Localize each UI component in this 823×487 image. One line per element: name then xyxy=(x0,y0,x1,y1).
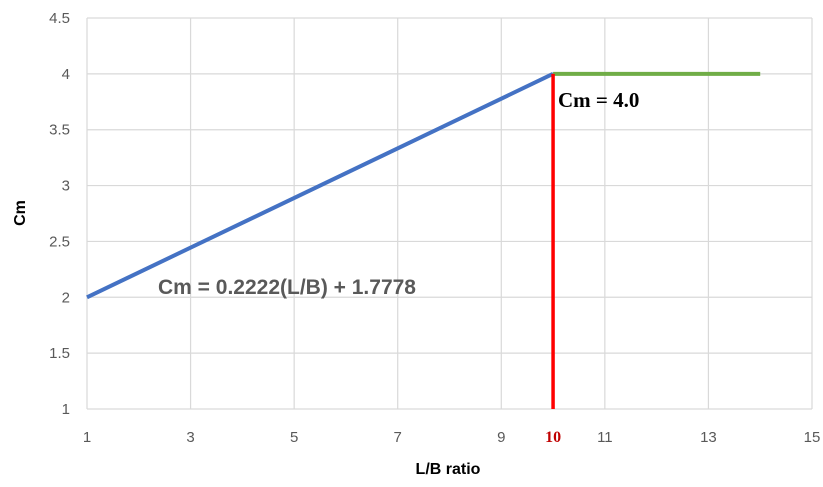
linear-series-line xyxy=(86,72,554,300)
y-tick-label: 2.5 xyxy=(49,233,70,250)
x-highlight-tick-label: 10 xyxy=(545,429,561,446)
y-tick-label: 4.5 xyxy=(49,10,70,27)
x-tick-labels: 1 3 5 7 9 11 13 15 xyxy=(83,429,821,446)
x-tick-label: 1 xyxy=(83,429,91,446)
x-tick-label: 9 xyxy=(497,429,505,446)
constant-equation-label: Cm = 4.0 xyxy=(558,88,639,112)
y-tick-label: 4 xyxy=(62,66,70,83)
y-tick-labels: 1 1.5 2 2.5 3 3.5 4 4.5 xyxy=(49,10,70,418)
linear-equation-label: Cm = 0.2222(L/B) + 1.7778 xyxy=(158,276,416,299)
y-tick-label: 1 xyxy=(62,401,70,418)
y-tick-label: 2 xyxy=(62,289,70,306)
y-tick-label: 1.5 xyxy=(49,345,70,362)
x-axis-title: L/B ratio xyxy=(416,461,481,478)
x-tick-label: 5 xyxy=(290,429,298,446)
y-axis-title: Cm xyxy=(12,200,29,226)
gridlines xyxy=(86,17,813,410)
x-tick-label: 3 xyxy=(186,429,194,446)
x-tick-label: 7 xyxy=(394,429,402,446)
y-tick-label: 3.5 xyxy=(49,122,70,139)
data-series xyxy=(86,71,761,409)
x-tick-label: 11 xyxy=(597,429,613,446)
x-tick-label: 15 xyxy=(804,429,821,446)
x-tick-label: 13 xyxy=(700,429,717,446)
y-tick-label: 3 xyxy=(62,178,70,195)
